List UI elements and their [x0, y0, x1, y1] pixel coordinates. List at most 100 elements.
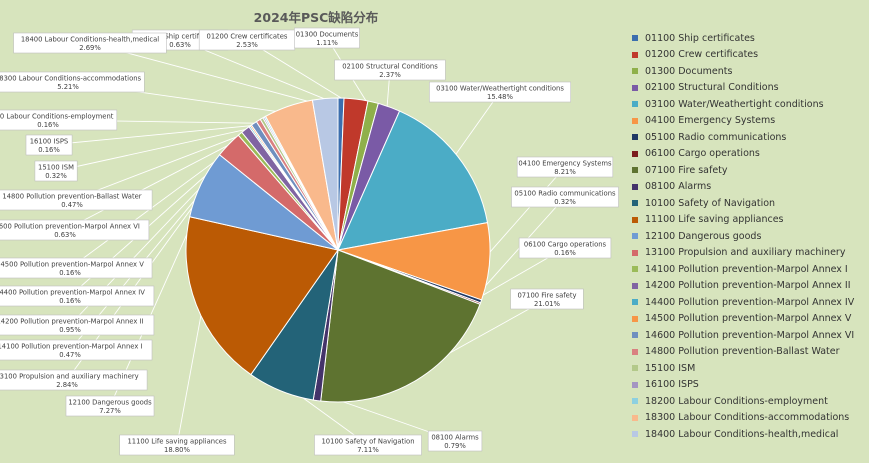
legend-label: 02100 Structural Conditions	[645, 82, 779, 94]
data-label-value: 7.27%	[99, 407, 121, 415]
data-label-14600-pollution-prevention-marpol-annex-vi: 14600 Pollution prevention-Marpol Annex …	[0, 219, 150, 241]
data-label-value: 0.16%	[37, 121, 59, 129]
legend-item-16100-isps: 16100 ISPS	[632, 377, 869, 394]
leader-line-16100-isps	[48, 123, 268, 146]
legend-item-06100-cargo-operations: 06100 Cargo operations	[632, 146, 869, 163]
data-label-category: 14500 Pollution prevention-Marpol Annex …	[0, 261, 144, 269]
legend-item-13100-propulsion-and-auxiliary-machinery: 13100 Propulsion and auxiliary machinery	[632, 245, 869, 262]
data-label-category: 18400 Labour Conditions-health,medical	[21, 36, 159, 44]
data-label-value: 2.37%	[379, 71, 401, 79]
data-label-value: 0.63%	[54, 231, 76, 239]
legend-item-18300-labour-conditions-accommodations: 18300 Labour Conditions-accommodations	[632, 410, 869, 427]
legend-swatch	[632, 431, 638, 438]
data-label-14500-pollution-prevention-marpol-annex-v: 14500 Pollution prevention-Marpol Annex …	[0, 257, 153, 279]
legend-swatch	[632, 398, 638, 405]
data-label-value: 7.11%	[357, 446, 379, 454]
pie-slice-11100-life-saving-appliances	[185, 216, 339, 376]
data-label-value: 0.16%	[554, 249, 576, 257]
data-label-category: 01200 Crew certificates	[207, 33, 288, 41]
legend-label: 18400 Labour Conditions-health,medical	[645, 428, 839, 440]
legend-swatch	[632, 134, 638, 141]
data-label-category: 03100 Water/Weathertight conditions	[436, 85, 564, 93]
legend-item-14100-pollution-prevention-marpol-annex-i: 14100 Pollution prevention-Marpol Annex …	[632, 261, 869, 278]
legend-item-04100-emergency-systems: 04100 Emergency Systems	[632, 113, 869, 130]
leader-line-01100-ship-certificates	[179, 39, 342, 107]
legend-label: 14500 Pollution prevention-Marpol Annex …	[645, 313, 852, 325]
legend-swatch	[632, 365, 638, 372]
legend-item-15100-ism: 15100 ISM	[632, 360, 869, 377]
data-label-category: 10100 Safety of Navigation	[321, 438, 414, 446]
legend-swatch	[632, 266, 638, 273]
legend-label: 14600 Pollution prevention-Marpol Annex …	[645, 329, 855, 341]
data-label-value: 8.21%	[554, 168, 576, 176]
legend-swatch	[632, 414, 638, 421]
legend-item-12100-dangerous-goods: 12100 Dangerous goods	[632, 228, 869, 245]
legend-label: 14100 Pollution prevention-Marpol Annex …	[645, 263, 848, 275]
legend-swatch	[632, 101, 638, 108]
legend-label: 14200 Pollution prevention-Marpol Annex …	[645, 280, 851, 292]
leader-line-14800-pollution-prevention-ballast-water	[71, 126, 263, 201]
data-label-value: 1.11%	[316, 39, 338, 47]
leader-line-03100-water-weathertight-conditions	[451, 91, 501, 161]
legend-label: 18300 Labour Conditions-accommodations	[645, 412, 850, 424]
data-label-category: 08100 Alarms	[431, 434, 479, 442]
data-label-14200-pollution-prevention-marpol-annex-ii: 14200 Pollution prevention-Marpol Annex …	[0, 314, 155, 336]
legend-label: 01200 Crew certificates	[645, 49, 759, 61]
legend-label: 14800 Pollution prevention-Ballast Water	[645, 346, 840, 358]
data-label-category: 14800 Pollution prevention-Ballast Water	[2, 193, 141, 201]
data-label-category: 18300 Labour Conditions-accommodations	[0, 75, 142, 83]
legend-swatch	[632, 84, 638, 91]
pie-slice-03100-water-weathertight-conditions	[337, 110, 489, 251]
data-label-category: 01100 Ship certificates	[141, 33, 220, 41]
legend-swatch	[632, 381, 638, 388]
legend-label: 03100 Water/Weathertight conditions	[645, 98, 824, 110]
legend-swatch	[632, 117, 638, 124]
data-label-14100-pollution-prevention-marpol-annex-i: 14100 Pollution prevention-Marpol Annex …	[0, 339, 153, 361]
data-label-value: 0.16%	[38, 146, 60, 154]
data-label-value: 21.01%	[534, 300, 560, 308]
leader-line-11100-life-saving-appliances	[176, 302, 204, 446]
legend-label: 06100 Cargo operations	[645, 148, 760, 160]
legend-item-14400-pollution-prevention-marpol-annex-iv: 14400 Pollution prevention-Marpol Annex …	[632, 294, 869, 311]
data-label-value: 2.53%	[236, 41, 258, 49]
legend-item-01200-crew-certificates: 01200 Crew certificates	[632, 47, 869, 64]
legend-swatch	[632, 282, 638, 289]
data-label-value: 0.95%	[59, 326, 81, 334]
data-label-category: 14600 Pollution prevention-Marpol Annex …	[0, 223, 140, 231]
data-label-category: 13100 Propulsion and auxiliary machinery	[0, 373, 139, 381]
legend-label: 15100 ISM	[645, 362, 696, 374]
legend-swatch	[632, 68, 638, 75]
legend-item-07100-fire-safety: 07100 Fire safety	[632, 162, 869, 179]
legend-label: 01100 Ship certificates	[645, 32, 755, 44]
legend-swatch	[632, 51, 638, 58]
legend-label: 08100 Alarms	[645, 181, 712, 193]
legend-swatch	[632, 299, 638, 306]
leader-line-18400-labour-conditions-health-medical	[89, 42, 326, 107]
legend-label: 04100 Emergency Systems	[645, 115, 776, 127]
legend-item-18200-labour-conditions-employment: 18200 Labour Conditions-employment	[632, 393, 869, 410]
legend-item-01100-ship-certificates: 01100 Ship certificates	[632, 30, 869, 47]
data-label-value: 0.47%	[59, 351, 81, 359]
data-label-category: 12100 Dangerous goods	[68, 399, 152, 407]
legend-label: 01300 Documents	[645, 65, 733, 77]
data-label-category: 05100 Radio communications	[514, 190, 616, 198]
data-label-value: 0.16%	[59, 297, 81, 305]
data-label-value: 0.32%	[45, 172, 67, 180]
data-label-14400-pollution-prevention-marpol-annex-iv: 14400 Pollution prevention-Marpol Annex …	[0, 285, 155, 307]
legend-item-11100-life-saving-appliances: 11100 Life saving appliances	[632, 212, 869, 229]
legend-swatch	[632, 249, 638, 256]
legend-item-05100-radio-communications: 05100 Radio communications	[632, 129, 869, 146]
data-label-18400-labour-conditions-health-medical: 18400 Labour Conditions-health,medical2.…	[13, 32, 167, 54]
leader-line-15100-ism	[55, 124, 266, 172]
data-label-value: 15.48%	[487, 93, 513, 101]
legend-item-18400-labour-conditions-health-medical: 18400 Labour Conditions-health,medical	[632, 426, 869, 443]
data-label-category: 16100 ISPS	[30, 138, 69, 146]
